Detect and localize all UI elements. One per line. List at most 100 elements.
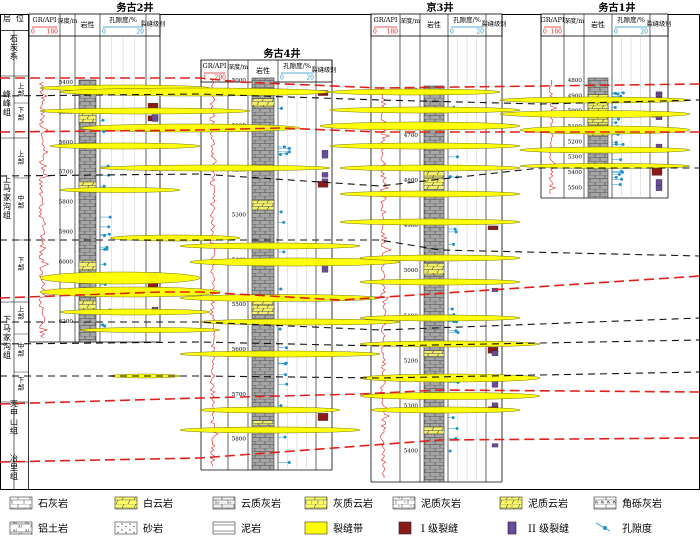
fracture-zone-lens	[339, 190, 521, 198]
porosity-scale-max: 20	[306, 75, 314, 82]
porosity-scale-min: 0	[450, 29, 454, 36]
legend-label: 铝土岩	[38, 522, 68, 535]
grade-2-fracture-mark	[491, 350, 499, 356]
porosity-point	[453, 227, 457, 231]
porosity-point	[451, 416, 455, 420]
fracture-zone-lens	[79, 327, 221, 333]
strat-subunit-label: 下部	[18, 376, 25, 392]
strat-header-bottom: 位	[16, 13, 24, 23]
porosity-point	[287, 461, 291, 465]
porosity-point	[455, 155, 459, 159]
lithology-dolomite-interval	[423, 176, 445, 190]
well-name: 务古4井	[264, 47, 301, 60]
formation-boundary-line	[0, 275, 700, 301]
porosity-point	[282, 250, 286, 254]
lith-header-label: 岩性	[256, 66, 270, 75]
depth-label: 5300	[404, 403, 419, 409]
legend-item: 灰质云岩	[304, 496, 373, 510]
member-boundary-line	[0, 339, 700, 347]
porosity-point	[618, 183, 622, 187]
grade-1-fracture-mark	[317, 181, 329, 188]
fracture-zone-lens	[39, 107, 251, 115]
fracture-zone-lens	[359, 340, 541, 348]
legend-label: 云质灰岩	[241, 497, 281, 510]
fracture-zone-lens	[329, 106, 521, 114]
strat-subunit-label: 上部	[18, 149, 25, 166]
porosity-point	[279, 152, 283, 156]
depth-label: 5500	[232, 302, 247, 308]
porosity-point	[285, 382, 289, 386]
formation-boundary-line	[0, 77, 700, 89]
fracture-zone-lens	[329, 142, 521, 150]
porosity-scale-min: 0	[280, 75, 284, 82]
fracture-zone-lens	[179, 242, 361, 250]
sandstone-icon	[114, 521, 138, 535]
fracture-zone-lens	[359, 392, 541, 400]
boundary-lines-group	[0, 77, 700, 463]
gr-scale-max: 180	[387, 29, 399, 36]
depth-label: 5200	[568, 139, 583, 145]
bauxite-icon	[9, 521, 33, 535]
legend-item: 铝土岩	[9, 521, 68, 535]
legend-label: II 级裂缝	[528, 522, 569, 535]
porosity-point	[454, 230, 458, 234]
legend-item: II 级裂缝	[507, 521, 569, 535]
porosity-point	[105, 245, 109, 249]
depth-label: 5000	[232, 78, 247, 84]
legend-item: 白云岩	[114, 496, 173, 510]
lithology-dolomite-interval	[251, 98, 275, 107]
porosity-point	[103, 262, 107, 266]
lithology-dolomite-interval	[251, 200, 275, 211]
strat-header-top: 层	[3, 14, 11, 23]
porosity-point	[456, 331, 460, 335]
lithology-column	[251, 77, 275, 471]
porosity-point	[613, 105, 617, 109]
porosity-point	[448, 175, 452, 179]
gr-curve	[209, 79, 220, 467]
lith-header-label: 岩性	[427, 20, 441, 29]
depth-header-label: 深度/m	[564, 17, 584, 25]
member-boundary-line	[0, 317, 700, 331]
stratigraphic-column: 层 位 石炭系峰峰组上部下部上马家沟组上部中部下部下马家沟组上部中部下部亮甲山组…	[0, 13, 28, 481]
fracture-zone-lens	[59, 187, 181, 193]
fracture-zone-lens	[179, 294, 381, 302]
lithology-dolomite-interval	[423, 350, 445, 357]
porosity-point	[448, 449, 452, 453]
member-boundary-line	[0, 239, 700, 257]
porosity-header-label: 孔隙度/%	[283, 61, 311, 70]
grade-2-fracture-mark	[321, 150, 329, 159]
porosity-point	[107, 232, 111, 236]
grade-2-fracture-icon	[507, 521, 517, 535]
porosity-point	[619, 158, 623, 162]
grade-2-fracture-mark	[491, 443, 499, 448]
porosity-point	[613, 91, 617, 95]
porosity-scale-min: 0	[614, 29, 618, 36]
gr-scale-max: 180	[47, 29, 59, 36]
strat-unit-name: 峰峰组	[3, 89, 11, 117]
formation-boundary-line	[0, 437, 700, 463]
fracture-zone-lens	[319, 121, 521, 131]
porosity-point	[284, 373, 288, 377]
gr-header-label: GR/API	[541, 16, 565, 24]
dolomite-icon	[114, 496, 138, 510]
well-name: 务古1井	[599, 1, 636, 14]
fracture-zone-lens	[359, 254, 521, 262]
calcareous-dolomite-icon	[304, 496, 328, 510]
legend-item: 孔隙度	[595, 522, 652, 535]
fracture-zone-lens	[339, 164, 521, 172]
grade-2-fracture-mark	[151, 114, 159, 122]
depth-label: 5300	[232, 212, 247, 218]
depth-label: 5700	[59, 170, 74, 176]
fracture-header-label: 裂缝级别	[482, 20, 507, 28]
well-name: 京3井	[427, 1, 454, 14]
strat-subunit-label: 中部	[18, 341, 25, 358]
strat-unit-name: 冶里组	[10, 453, 18, 481]
porosity-point	[278, 327, 282, 331]
porosity-point	[284, 361, 288, 365]
porosity-point	[279, 404, 283, 408]
porosity-point	[282, 220, 286, 224]
fracture-zone-lens	[359, 278, 521, 286]
